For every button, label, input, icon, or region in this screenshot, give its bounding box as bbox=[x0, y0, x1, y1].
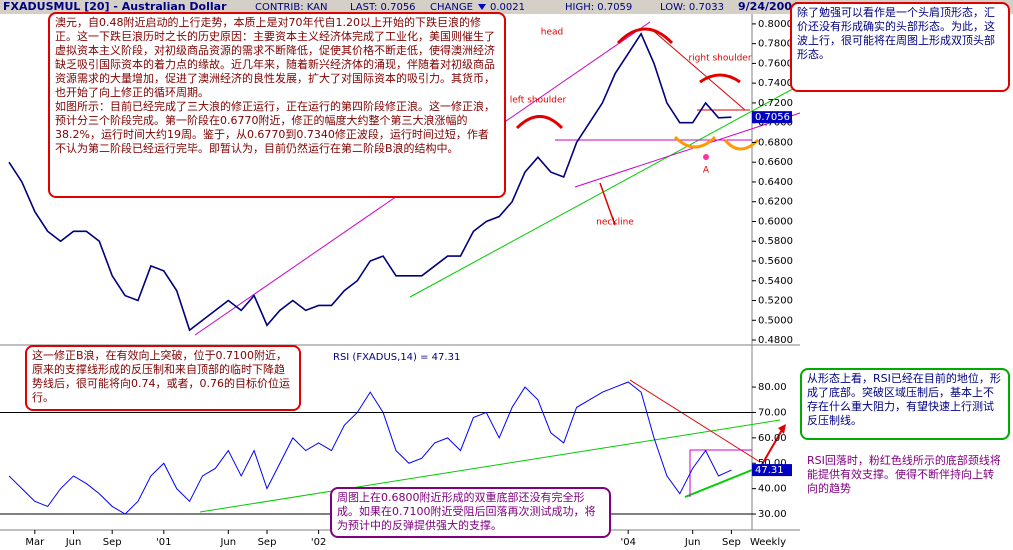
y-tick-label: 30.00 bbox=[758, 509, 787, 520]
period-label: Weekly bbox=[750, 537, 786, 548]
high: HIGH: 0.7059 bbox=[565, 2, 632, 13]
x-tick-label: Jun bbox=[219, 537, 236, 548]
y-tick-label: 0.5200 bbox=[758, 296, 793, 307]
y-tick-label: 0.7400 bbox=[758, 78, 793, 89]
note-text: 如图所示：目前已经完成了三大浪的修正运行，正在运行的第四阶段修正浪。这一修正浪，… bbox=[55, 100, 495, 155]
arrow bbox=[759, 429, 783, 469]
y-tick-label: 40.00 bbox=[758, 484, 787, 495]
rsi-trendline bbox=[629, 379, 761, 463]
low: LOW: 0.7033 bbox=[660, 2, 724, 13]
x-tick-label: Mar bbox=[25, 537, 45, 548]
y-tick-label: 0.5600 bbox=[758, 256, 793, 267]
y-tick-label: 0.6000 bbox=[758, 216, 793, 227]
y-tick-label: 0.8000 bbox=[758, 19, 793, 30]
trendline bbox=[574, 112, 801, 188]
rsi-title: RSI (FXADUS,14) = 47.31 bbox=[333, 352, 460, 363]
x-tick-label: '01 bbox=[156, 537, 171, 548]
symbol: FXADUSMUL [20] - Australian Dollar bbox=[3, 0, 227, 13]
trendline bbox=[409, 84, 801, 298]
header-bar bbox=[0, 0, 1013, 14]
shoulder-arc bbox=[699, 73, 741, 84]
pattern-label: A bbox=[703, 166, 710, 176]
x-tick-label: Sep bbox=[258, 537, 277, 548]
x-tick-label: Jun bbox=[65, 537, 82, 548]
x-tick-label: Sep bbox=[103, 537, 122, 548]
x-tick-label: '04 bbox=[620, 537, 635, 548]
trendline bbox=[649, 27, 746, 111]
date: 9/24/2004 bbox=[738, 0, 800, 13]
last: LAST: 0.7056 bbox=[350, 2, 416, 13]
series-line bbox=[8, 381, 732, 515]
y-tick-label: 0.7200 bbox=[758, 98, 793, 109]
pattern-label: left shoulder bbox=[510, 96, 567, 106]
shoulder-arc bbox=[515, 115, 564, 130]
pattern-label: right shoulder bbox=[688, 54, 751, 64]
y-tick-label: 0.4800 bbox=[758, 335, 793, 346]
y-tick-label: 0.7800 bbox=[758, 39, 793, 50]
contrib: CONTRIB: KAN bbox=[255, 2, 327, 13]
change-label: CHANGE bbox=[430, 2, 473, 13]
note: 这一修正B浪，在有效向上突破，位于0.7100附近，原来的支撑线形成的反压制和来… bbox=[25, 345, 301, 411]
last-value-box bbox=[752, 111, 792, 124]
y-tick-label: 70.00 bbox=[758, 407, 787, 418]
y-tick-label: 0.5000 bbox=[758, 315, 793, 326]
y-tick-label: 0.7600 bbox=[758, 58, 793, 69]
bottom-arc bbox=[723, 138, 760, 151]
arrow bbox=[599, 182, 616, 226]
x-tick-label: Jun bbox=[684, 537, 701, 548]
y-tick-label: 0.6600 bbox=[758, 157, 793, 168]
y-tick-label: 0.6400 bbox=[758, 177, 793, 188]
rsi-trendline bbox=[199, 419, 781, 513]
arrowhead bbox=[778, 424, 786, 434]
note: 除了勉强可以看作是一个头肩顶形态，汇价还没有形成确实的头部形态。为此，这波上行，… bbox=[790, 2, 1010, 92]
last-value-box bbox=[752, 464, 792, 477]
x-tick-label: '02 bbox=[311, 537, 326, 548]
note-text: 澳元，自0.48附近启动的上行走势，本质上是对70年代自1.20以上开始的下跌巨… bbox=[55, 16, 495, 99]
y-tick-label: 60.00 bbox=[758, 433, 787, 444]
y-tick-label: 0.6800 bbox=[758, 137, 793, 148]
head-arc bbox=[616, 27, 674, 45]
series-line bbox=[8, 32, 732, 332]
x-tick-label: Sep bbox=[722, 537, 741, 548]
pattern-label: neckline bbox=[596, 218, 634, 228]
y-tick-label: 50.00 bbox=[758, 458, 787, 469]
point-a bbox=[703, 154, 709, 160]
note: 周图上在0.6800附近形成的双重底部还没有完全形成。如果在0.7100附近受阻… bbox=[330, 487, 611, 538]
y-tick-label: 0.5800 bbox=[758, 236, 793, 247]
y-tick-label: 80.00 bbox=[758, 382, 787, 393]
y-tick-label: 0.5400 bbox=[758, 276, 793, 287]
y-tick-label: 0.6200 bbox=[758, 197, 793, 208]
y-tick-label: 0.7000 bbox=[758, 118, 793, 129]
last-value-label: 47.31 bbox=[755, 465, 784, 476]
down-arrow bbox=[478, 4, 486, 10]
rsi-trendline bbox=[684, 469, 753, 498]
change: 0.0021 bbox=[490, 2, 525, 13]
pattern-label: head bbox=[541, 28, 563, 38]
note: 从形态上看，RSI已经在目前的地位，形成了底部。突破区域压制后，基本上不存在什么… bbox=[800, 368, 1010, 440]
note: RSI回落时，粉红色线所示的底部颈线将能提供有效支撑。使得不断伴持向上转向的趋势 bbox=[800, 450, 1010, 500]
note: 澳元，自0.48附近启动的上行走势，本质上是对70年代自1.20以上开始的下跌巨… bbox=[48, 12, 506, 198]
bottom-arc bbox=[673, 135, 717, 149]
last-value-label: 0.7056 bbox=[755, 112, 790, 123]
